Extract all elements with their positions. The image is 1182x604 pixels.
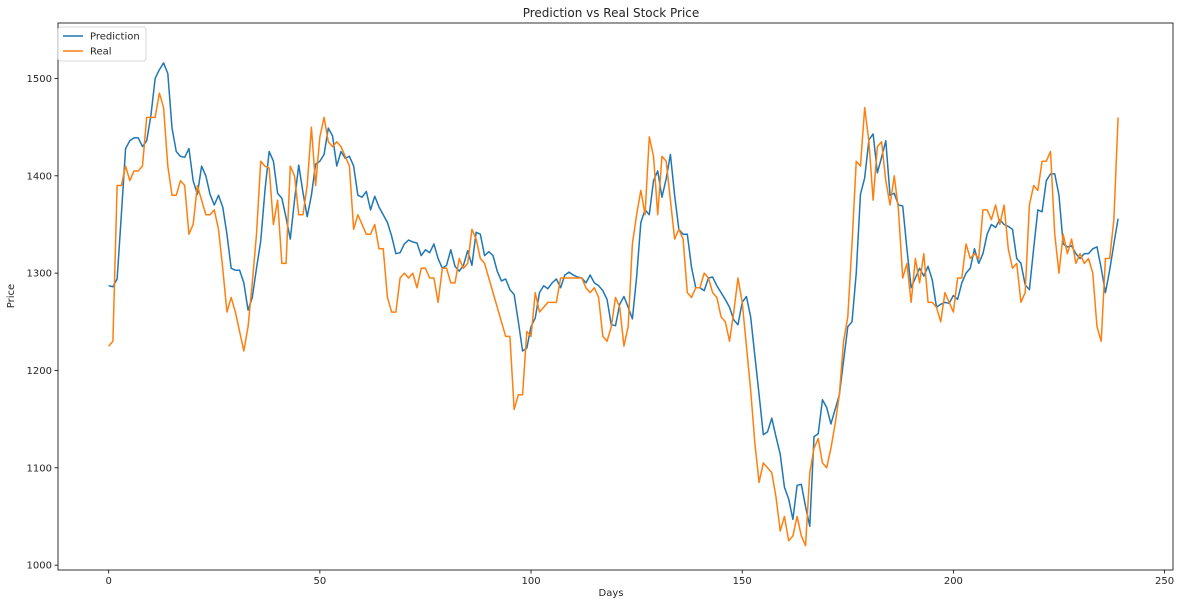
plot-border <box>57 22 1174 571</box>
legend-label-prediction: Prediction <box>90 32 140 43</box>
y-tick-label: 1500 <box>27 74 52 85</box>
x-tick-label: 50 <box>313 576 326 587</box>
y-tick-label: 1400 <box>27 171 52 182</box>
y-axis-label: Price <box>6 284 17 308</box>
legend: Prediction Real <box>57 26 147 62</box>
y-tick-label: 1300 <box>27 269 52 280</box>
plot-background <box>58 23 1173 570</box>
x-axis-label: Days <box>599 588 624 599</box>
x-tick-label: 150 <box>733 576 752 587</box>
series-layer <box>108 62 1119 547</box>
series-line-prediction <box>108 62 1119 527</box>
y-axis: 1000 1100 1200 1300 1400 1500 <box>27 74 58 572</box>
legend-label-real: Real <box>90 47 112 58</box>
series-line-real <box>108 92 1119 547</box>
y-tick-label: 1000 <box>27 561 52 572</box>
plot-area <box>57 22 1174 571</box>
x-axis: 0 50 100 150 200 250 <box>105 570 1174 587</box>
x-tick-label: 200 <box>944 576 963 587</box>
y-tick-label: 1200 <box>27 366 52 377</box>
chart-title: Prediction vs Real Stock Price <box>523 6 700 20</box>
x-tick-label: 100 <box>521 576 540 587</box>
y-tick-label: 1100 <box>27 463 52 474</box>
x-tick-label: 250 <box>1155 576 1174 587</box>
x-tick-label: 0 <box>105 576 111 587</box>
